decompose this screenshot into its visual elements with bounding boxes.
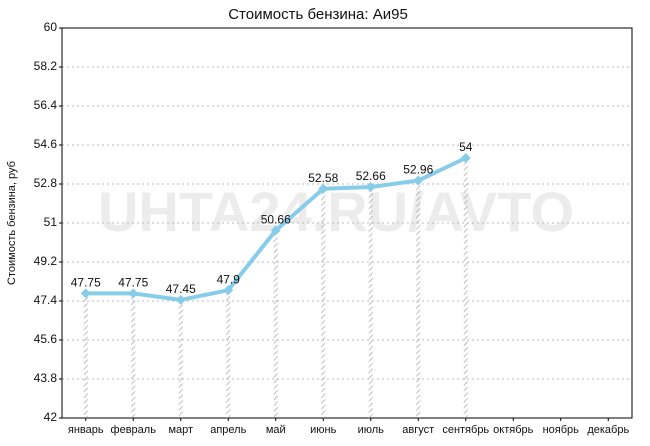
x-tick-label: сентябрь [442,424,489,436]
y-tick-label: 54.6 [34,137,58,151]
drop-line [321,188,326,418]
y-tick-label: 49.2 [34,254,58,268]
y-tick-label: 47.4 [34,293,58,307]
data-label: 52.96 [403,163,433,177]
point [318,183,329,194]
y-axis-label: Стоимость бензина, руб [6,161,18,285]
x-tick-label: ноябрь [543,424,580,436]
x-tick-label: май [266,424,286,436]
drop-line [416,180,421,418]
y-tick-label: 58.2 [34,59,58,73]
x-tick-label: февраль [111,424,157,436]
data-label: 52.58 [308,171,338,185]
point [128,288,139,299]
drop-line [463,158,468,418]
drop-line [226,290,231,418]
data-label: 47.45 [166,282,196,296]
point [365,182,376,193]
point [175,294,186,305]
y-tick-label: 56.4 [34,98,58,112]
chart-title: Стоимость бензина: Аи95 [228,6,408,23]
y-tick-label: 52.8 [34,176,58,190]
drop-line [83,293,88,418]
point [270,225,281,236]
drop-line [368,187,373,418]
point [413,175,424,186]
x-tick-label: январь [68,424,104,436]
x-tick-label: декабрь [587,424,629,436]
data-label: 52.66 [356,169,386,183]
drop-line [131,293,136,418]
x-tick-label: март [168,424,193,436]
point [223,285,234,296]
plot-frame [61,27,633,419]
x-tick-label: октябрь [493,424,533,436]
x-tick-label: август [402,424,434,436]
y-tick-label: 42 [44,410,58,424]
data-label: 47.75 [118,276,148,290]
x-tick-label: июль [358,424,385,436]
y-tick-label: 51 [44,215,58,229]
drop-line [178,299,183,418]
y-tick-label: 43.8 [34,371,58,385]
data-label: 47.75 [71,276,101,290]
data-label: 54 [459,140,473,154]
x-tick-label: июнь [310,424,336,436]
y-tick-label: 60 [44,20,58,34]
drop-line [273,230,278,418]
data-label: 47.9 [217,272,241,286]
y-tick-label: 45.6 [34,332,58,346]
data-label: 50.66 [261,213,291,227]
x-tick-label: апрель [210,424,246,436]
point [460,153,471,163]
point [80,288,91,299]
